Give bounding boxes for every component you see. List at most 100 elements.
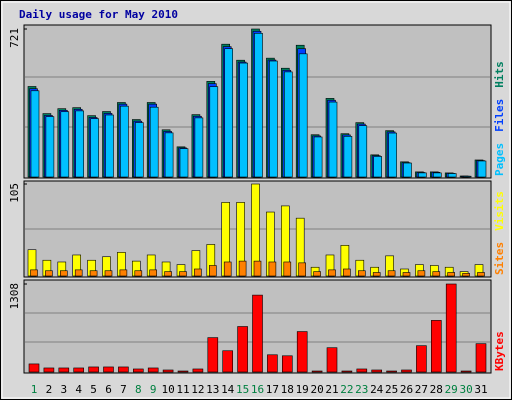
x-tick-label: 3: [60, 383, 67, 396]
legend-entry: Visits: [493, 191, 506, 231]
bar: [194, 117, 204, 178]
bar: [417, 270, 426, 277]
legend-entry: Hits: [493, 61, 506, 88]
bar: [207, 337, 219, 373]
x-tick-label: 31: [474, 383, 487, 396]
bar: [267, 354, 278, 373]
bar: [194, 268, 202, 277]
bar: [74, 269, 83, 277]
bar: [89, 270, 98, 277]
bar: [149, 269, 157, 277]
bar: [103, 366, 114, 373]
bar: [341, 370, 353, 373]
x-tick-label: 30: [459, 383, 472, 396]
x-tick-label: 21: [325, 383, 338, 396]
bar: [283, 71, 293, 178]
bar: [447, 173, 457, 178]
bar: [296, 331, 308, 373]
x-tick-label: 25: [385, 383, 398, 396]
bar: [43, 367, 55, 373]
bar: [222, 350, 233, 373]
bar: [462, 273, 470, 277]
bar: [403, 162, 412, 178]
bar: [328, 269, 336, 277]
bar: [432, 172, 442, 178]
bar: [418, 172, 427, 178]
x-tick-label: 29: [445, 383, 458, 396]
bar: [373, 156, 383, 178]
x-tick-label: 4: [75, 383, 82, 396]
x-tick-label: 10: [161, 383, 174, 396]
bar: [119, 269, 128, 277]
bar: [133, 368, 144, 373]
bar: [386, 370, 397, 373]
bar: [58, 367, 70, 373]
bar: [298, 262, 307, 277]
legend-entry: KBytes: [493, 331, 506, 371]
bar: [460, 370, 472, 373]
x-tick-label: 19: [296, 383, 309, 396]
bar: [343, 268, 351, 277]
bar: [120, 105, 129, 178]
bar: [104, 270, 113, 277]
x-tick-label: 18: [281, 383, 294, 396]
x-tick-label: 9: [150, 383, 157, 396]
bar: [475, 343, 487, 373]
bar: [343, 136, 353, 178]
bar: [387, 270, 396, 277]
legend: Pages Files Hits: [493, 61, 506, 176]
bar: [313, 136, 323, 178]
bar: [177, 370, 189, 373]
bar: [162, 369, 174, 373]
x-tick-label: 14: [221, 383, 235, 396]
y-tick-label: 721: [8, 28, 21, 48]
bar: [209, 86, 219, 178]
bar: [430, 320, 442, 373]
y-tick-label: 105: [8, 183, 21, 203]
bar: [239, 62, 248, 178]
bar: [253, 260, 262, 277]
x-tick-label: 2: [46, 383, 53, 396]
x-tick-label: 20: [310, 383, 323, 396]
bar: [223, 261, 232, 277]
bar: [268, 261, 277, 277]
bar: [313, 271, 321, 277]
bar: [237, 326, 248, 373]
bar: [252, 294, 263, 373]
bar: [134, 270, 143, 277]
chart-title: Daily usage for May 2010: [19, 8, 178, 21]
x-tick-label: 7: [120, 383, 127, 396]
bar: [88, 366, 99, 373]
x-tick-label: 27: [415, 383, 428, 396]
x-tick-label: 11: [176, 383, 189, 396]
bar: [209, 265, 217, 277]
bar: [73, 367, 84, 373]
bar: [326, 347, 338, 373]
bar: [283, 261, 292, 277]
bar: [28, 363, 40, 373]
bar: [30, 90, 40, 178]
bar: [147, 367, 159, 373]
bar: [372, 272, 381, 277]
x-tick-label: 13: [206, 383, 219, 396]
bar: [357, 270, 366, 277]
bar: [356, 368, 368, 373]
legend: Sites Visits: [493, 191, 506, 275]
bar: [402, 272, 411, 277]
bar: [90, 118, 99, 178]
bar: [164, 132, 174, 178]
x-tick-label: 28: [430, 383, 443, 396]
bar: [298, 53, 308, 178]
legend-entry: Files: [493, 99, 506, 132]
bar: [59, 270, 68, 277]
x-tick-label: 1: [31, 383, 38, 396]
x-tick-label: 23: [355, 383, 368, 396]
bar: [281, 355, 293, 373]
x-tick-label: 15: [236, 383, 249, 396]
bar: [30, 269, 38, 277]
x-tick-label: 8: [135, 383, 142, 396]
legend: KBytes: [493, 331, 506, 371]
x-tick-label: 22: [340, 383, 353, 396]
